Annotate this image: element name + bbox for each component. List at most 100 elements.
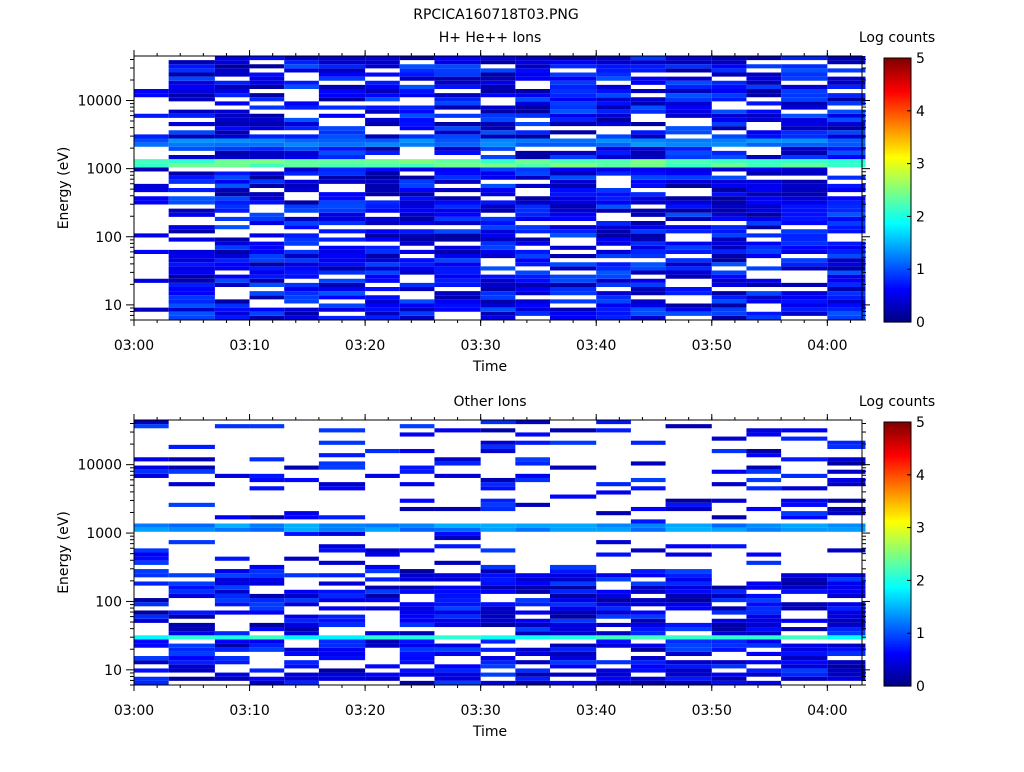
heatmap-cell — [746, 295, 782, 300]
heatmap-cell — [214, 672, 250, 677]
heatmap-cell — [711, 585, 747, 590]
heatmap-cell — [746, 89, 782, 94]
heatmap-cell — [434, 295, 481, 300]
heatmap-cell — [827, 291, 866, 296]
colorbar-segment — [884, 219, 911, 223]
heatmap-cell — [711, 159, 747, 164]
heatmap-cell — [365, 635, 400, 640]
colorbar-segment — [884, 656, 911, 661]
heatmap-cell — [318, 237, 366, 242]
colorbar-label: Log counts — [859, 394, 935, 410]
heatmap-cell — [711, 179, 747, 184]
heatmap-cell — [480, 89, 516, 94]
heatmap-cell — [827, 163, 866, 168]
colorbar-segment — [884, 279, 911, 283]
heatmap-cell — [781, 307, 828, 312]
colorbar-segment — [884, 94, 911, 99]
colorbar-segment — [884, 174, 911, 178]
heatmap-cell — [665, 216, 712, 221]
heatmap-cell — [480, 606, 516, 611]
heatmap-cell — [480, 221, 516, 226]
heatmap-cell — [365, 221, 400, 226]
colorbar-segment — [884, 641, 911, 645]
heatmap-cell — [399, 635, 435, 640]
heatmap-cell — [665, 64, 712, 69]
heatmap-cell — [665, 287, 712, 292]
heatmap-cell — [434, 101, 481, 106]
heatmap-cell — [596, 163, 631, 168]
heatmap-cell — [434, 473, 481, 478]
heatmap-cell — [480, 448, 516, 454]
heatmap-cell — [746, 84, 782, 89]
heatmap-cell — [365, 188, 400, 193]
heatmap-cell — [399, 448, 435, 454]
heatmap-cell — [711, 303, 747, 308]
colorbar-segment — [884, 575, 911, 579]
heatmap-cell — [284, 204, 319, 209]
heatmap-cell — [365, 311, 400, 316]
heatmap-cell — [746, 245, 782, 250]
x-tick-label: 03:20 — [345, 338, 385, 354]
colorbar-segment — [884, 445, 911, 449]
heatmap-cell — [630, 262, 666, 267]
heatmap-cell — [596, 196, 631, 201]
heatmap-cell — [665, 249, 712, 254]
colorbar-segment — [884, 477, 911, 481]
heatmap-cell — [550, 282, 597, 287]
heatmap-cell — [480, 287, 516, 292]
heatmap-cell — [434, 577, 481, 582]
heatmap-cell — [480, 299, 516, 304]
heatmap-cell — [214, 589, 250, 594]
heatmap-cell — [284, 80, 319, 85]
y-tick-label: 10000 — [77, 94, 122, 110]
colorbar-segment — [884, 670, 911, 674]
heatmap-cell — [168, 68, 215, 73]
heatmap-cell — [711, 593, 747, 599]
heatmap-cell — [365, 204, 400, 209]
heatmap-cell — [434, 93, 481, 98]
heatmap-cell — [365, 208, 400, 213]
colorbar-frame — [883, 421, 912, 687]
heatmap-cell — [665, 245, 712, 250]
heatmap-cell — [781, 486, 828, 491]
heatmap-cell — [827, 311, 866, 316]
heatmap-cell — [365, 593, 400, 599]
heatmap-cell — [168, 229, 215, 234]
heatmap-cell — [434, 146, 481, 151]
heatmap-cell — [827, 482, 866, 487]
heatmap-cell — [827, 299, 866, 304]
heatmap-cell — [434, 266, 481, 271]
heatmap-cell — [827, 631, 866, 636]
heatmap-cell — [134, 598, 169, 603]
heatmap-cell — [480, 477, 516, 483]
colorbar-segment — [884, 630, 911, 634]
colorbar-segment — [884, 572, 911, 576]
heatmap-cell — [434, 76, 481, 81]
colorbar-segment — [884, 622, 911, 626]
heatmap-cell — [168, 130, 215, 135]
heatmap-cell — [630, 101, 666, 106]
heatmap-cell — [434, 618, 481, 623]
heatmap-cell — [665, 303, 712, 308]
heatmap-cell — [630, 598, 666, 603]
heatmap-cell — [365, 676, 400, 681]
heatmap-cell — [827, 457, 866, 462]
heatmap-cell — [434, 523, 481, 528]
heatmap-cell — [434, 105, 481, 110]
heatmap-cell — [214, 282, 250, 287]
colorbar-segment — [884, 145, 911, 149]
heatmap-cell — [134, 610, 169, 615]
heatmap-cell — [480, 208, 516, 213]
heatmap-cell — [827, 274, 866, 279]
heatmap-cell — [318, 647, 366, 652]
heatmap-cell — [434, 461, 481, 466]
heatmap-cell — [168, 270, 215, 275]
heatmap-cell — [434, 188, 481, 193]
heatmap-cell — [214, 315, 250, 320]
heatmap-cell — [318, 167, 366, 172]
heatmap-cell — [550, 440, 597, 445]
heatmap-cell — [630, 282, 666, 287]
heatmap-cell — [249, 163, 285, 168]
heatmap-cell — [781, 208, 828, 213]
heatmap-cell — [168, 664, 215, 669]
